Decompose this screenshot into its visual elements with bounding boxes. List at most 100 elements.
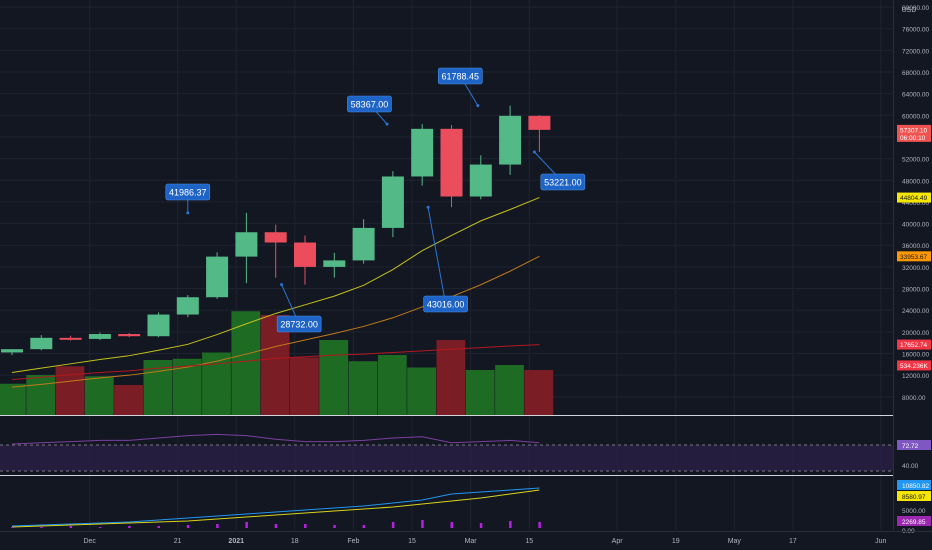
- time-tick-label: Feb: [347, 538, 359, 545]
- annotation-label: 41986.37: [169, 188, 207, 198]
- time-tick-label: 21: [174, 538, 182, 545]
- annotation-line: [427, 207, 447, 305]
- candle-body: [30, 337, 53, 350]
- price-badge-label: 33953.67: [900, 254, 927, 261]
- price-badge: [897, 360, 931, 371]
- rsi-tick-label: 40.00: [902, 463, 919, 470]
- candle-body: [176, 297, 199, 315]
- annotation-point: [532, 150, 536, 154]
- annotation-label: 53221.00: [544, 178, 582, 188]
- histogram-bar: [479, 523, 483, 528]
- price-badge-label: 57307.10: [900, 127, 927, 134]
- indicator-label: 10850.82: [902, 483, 929, 490]
- time-tick-label: Apr: [612, 538, 624, 545]
- histogram-bar: [11, 527, 14, 528]
- rsi-band: [0, 445, 893, 471]
- annotation-point: [186, 211, 190, 215]
- ma-volume-line: [11, 344, 540, 381]
- time-tick-label: 19: [672, 538, 680, 545]
- price-tick-label: 20000.00: [902, 330, 929, 337]
- annotation-box: [437, 67, 483, 85]
- annotation-label: 58367.00: [351, 100, 389, 110]
- candlesticks[interactable]: [1, 105, 551, 356]
- volume-bar: [290, 357, 319, 415]
- annotation-label: 43016.00: [427, 300, 465, 310]
- histogram-bar: [304, 524, 307, 528]
- candle-body: [440, 128, 463, 197]
- annotation-label: 61788.45: [442, 72, 480, 82]
- candle-body: [469, 164, 492, 197]
- price-tick-label: 16000.00: [902, 352, 929, 359]
- candle-body: [528, 115, 551, 130]
- rsi-badge: [897, 440, 931, 450]
- histogram-bar: [391, 522, 395, 528]
- volume-bar: [319, 340, 349, 415]
- price-badge: [897, 339, 931, 350]
- annotation-point: [426, 205, 430, 209]
- time-axis[interactable]: 16Dec21202118Feb15Mar15Apr19May17Jun: [0, 531, 932, 546]
- price-annotations: 41986.37 58367.00 61788.45 53221.00 28732.00…: [165, 67, 586, 333]
- annotation-box: [165, 183, 211, 201]
- price-tick-label: 48000.00: [902, 178, 929, 185]
- annotation-box: [423, 295, 468, 313]
- rsi-badge-label: 72.72: [902, 443, 919, 450]
- histogram-bar: [333, 525, 336, 528]
- price-tick-label: 68000.00: [902, 70, 929, 77]
- price-badge: [897, 192, 931, 203]
- candle-body: [264, 232, 287, 243]
- volume-bar: [407, 367, 436, 415]
- indicator-badge: [897, 480, 931, 490]
- candle-body: [1, 349, 23, 353]
- histogram-bar: [450, 522, 453, 528]
- annotation-point: [476, 104, 480, 108]
- candle-body: [294, 242, 316, 267]
- rsi-panel: [0, 433, 893, 472]
- rsi-line: [11, 433, 540, 445]
- candle-body: [499, 115, 522, 165]
- annotation-box: [540, 173, 586, 191]
- volume-bar: [202, 352, 231, 415]
- volume-bars: [0, 311, 554, 415]
- price-badge-label: 17652.74: [900, 342, 927, 349]
- price-tick-label: 40000.00: [902, 222, 929, 229]
- price-badge-countdown: 06:00:10: [900, 135, 926, 142]
- price-tick-label: 52000.00: [902, 157, 929, 164]
- price-tick-label: 8000.00: [902, 395, 926, 402]
- candle-body: [59, 337, 82, 340]
- histogram-bar: [128, 526, 131, 528]
- price-badge: [897, 124, 931, 142]
- candle-body: [118, 334, 141, 337]
- candle-body: [352, 227, 375, 261]
- price-tick-label: 80000.00: [902, 5, 929, 12]
- time-tick-label: 15: [525, 538, 533, 545]
- price-tick-label: 60000.00: [902, 113, 929, 120]
- annotation-label: 28732.00: [280, 320, 318, 330]
- histogram-bar: [216, 524, 219, 528]
- histogram-bar: [421, 520, 424, 528]
- time-tick-label: Mar: [465, 538, 478, 545]
- price-tick-label: 12000.00: [902, 373, 929, 380]
- price-tick-label: 32000.00: [902, 265, 929, 272]
- volume-bar: [495, 365, 524, 415]
- candle-body: [381, 176, 404, 228]
- price-badge-label: 44804.49: [900, 195, 927, 202]
- volume-bar: [114, 385, 143, 415]
- time-tick-label: 15: [408, 538, 416, 545]
- histogram-bar: [69, 526, 73, 528]
- candle-body: [411, 128, 434, 177]
- price-badge: [897, 251, 931, 262]
- price-axis[interactable]: USD 8000.00 12000.00 16000.00 20000.00 24000.…: [897, 5, 931, 535]
- histogram-bar: [157, 526, 160, 528]
- price-badge-label: 534.236K: [900, 363, 928, 370]
- price-tick-label: 72000.00: [902, 48, 929, 55]
- volume-bar: [524, 370, 554, 415]
- time-tick-label: Jun: [875, 538, 886, 545]
- time-tick-label: May: [728, 538, 742, 545]
- price-tick-label: 36000.00: [902, 243, 929, 250]
- candle-body: [88, 334, 111, 339]
- time-tick-label: 2021: [228, 538, 244, 545]
- time-tick-label: 18: [291, 538, 299, 545]
- histogram-bar: [509, 521, 512, 528]
- indicator-label: 2269.85: [902, 519, 926, 526]
